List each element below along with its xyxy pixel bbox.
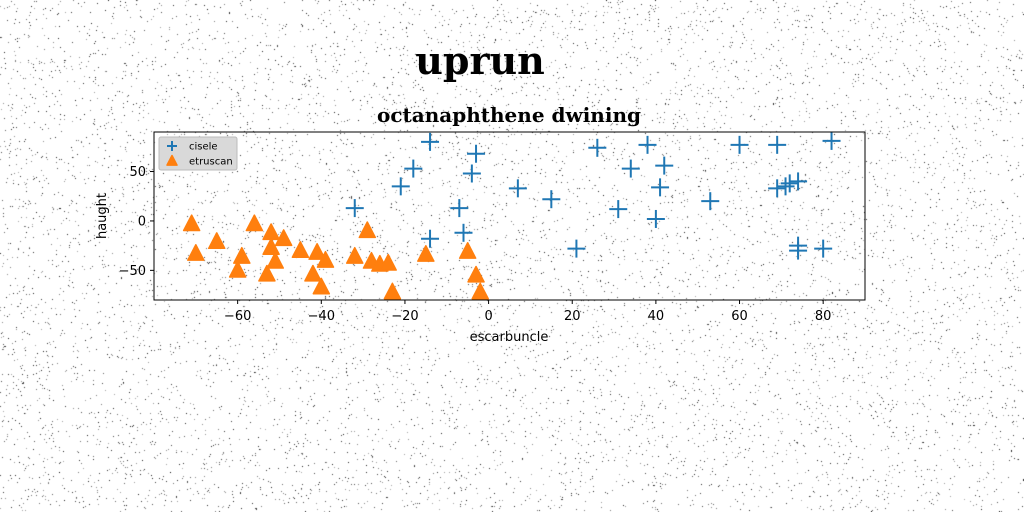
axes-frame: [153, 131, 866, 301]
figure-title: uprun: [415, 38, 545, 83]
x-tick-label-3: 0: [484, 309, 492, 324]
legend-marker-1: [166, 154, 178, 166]
legend-label-1: etruscan: [189, 157, 233, 168]
plus-point-6: [450, 199, 469, 218]
x-axis-label: escarbuncle: [470, 330, 549, 345]
triangle-point-1: [187, 244, 205, 261]
legend-label-0: cisele: [189, 142, 218, 153]
triangle-point-24: [467, 265, 485, 283]
plus-point-29: [822, 131, 841, 150]
triangle-point-11: [291, 241, 310, 258]
plus-point-16: [646, 209, 665, 228]
triangle-point-8: [262, 223, 280, 241]
triangle-point-2: [207, 232, 226, 250]
plus-point-18: [655, 156, 674, 175]
triangle-point-4: [233, 246, 251, 264]
x-tick-label-5: 40: [648, 309, 665, 324]
x-tick-label-0: −60: [224, 309, 251, 324]
triangle-point-14: [312, 277, 331, 295]
x-tick-label-4: 20: [564, 309, 581, 324]
plus-point-15: [638, 135, 657, 154]
triangle-point-15: [316, 250, 335, 268]
triangle-point-6: [258, 264, 276, 282]
x-tick-label-7: 80: [815, 309, 832, 324]
triangle-point-10: [274, 229, 293, 247]
triangle-point-16: [346, 246, 364, 264]
x-tick-label-1: −40: [308, 309, 335, 324]
plus-point-4: [462, 164, 481, 183]
series-cisele: [345, 131, 841, 260]
x-axis: −60 −40 −20 0 20 40 60 80: [224, 300, 832, 324]
plus-point-14: [621, 159, 640, 178]
chart-title: octanaphthene dwining: [377, 103, 641, 127]
plus-point-22: [768, 179, 787, 198]
legend: cisele etruscan: [158, 136, 238, 171]
plus-point-1: [404, 159, 423, 178]
plus-point-0: [421, 132, 440, 151]
plus-point-5: [345, 199, 364, 218]
legend-box: [158, 136, 238, 171]
plus-point-11: [567, 239, 586, 258]
plus-point-3: [467, 144, 486, 163]
triangle-point-5: [245, 214, 264, 232]
x-tick-label-6: 60: [731, 309, 748, 324]
plus-point-12: [588, 138, 607, 157]
plus-point-10: [542, 190, 561, 209]
triangle-point-23: [458, 242, 477, 259]
triangle-point-9: [266, 251, 285, 269]
plus-point-13: [609, 200, 628, 219]
legend-marker-0: [167, 141, 177, 151]
plus-point-17: [651, 178, 670, 197]
triangle-point-3: [228, 260, 247, 278]
triangle-point-17: [358, 221, 377, 239]
plus-point-28: [814, 239, 833, 258]
series-etruscan: [182, 214, 489, 300]
plus-point-9: [508, 179, 527, 198]
y-tick-label-0: −50: [119, 264, 146, 279]
plus-point-7: [421, 229, 440, 248]
triangle-point-21: [383, 282, 402, 300]
x-tick-label-2: −20: [391, 309, 418, 324]
y-axis: −50 0 50: [119, 165, 154, 279]
plus-point-23: [776, 177, 795, 196]
plus-point-20: [730, 135, 749, 154]
plus-point-24: [780, 174, 799, 193]
triangle-point-25: [471, 282, 489, 300]
triangle-point-20: [379, 253, 397, 271]
plus-point-27: [789, 241, 808, 260]
plus-point-21: [768, 135, 787, 154]
triangle-point-12: [304, 264, 322, 282]
triangle-point-0: [182, 214, 201, 232]
plot-marks: [182, 131, 841, 300]
y-tick-label-2: 50: [129, 165, 146, 180]
plus-point-2: [391, 177, 410, 196]
y-tick-label-1: 0: [138, 214, 146, 229]
triangle-point-13: [308, 243, 326, 260]
plus-point-25: [789, 172, 808, 191]
y-axis-label: haught: [95, 193, 110, 239]
plus-point-19: [701, 192, 720, 211]
triangle-point-22: [417, 244, 435, 262]
plus-point-8: [454, 223, 473, 242]
triangle-point-7: [262, 238, 280, 255]
